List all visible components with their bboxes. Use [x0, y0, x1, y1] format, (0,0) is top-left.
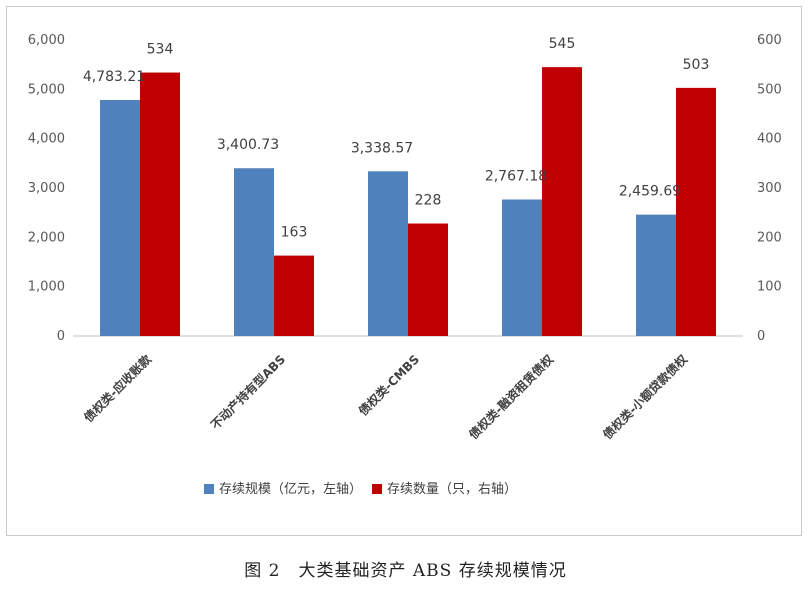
y-right-tick-label: 200 — [757, 230, 782, 245]
data-label-scale: 3,400.73 — [217, 137, 279, 153]
legend-label: 存续规模（亿元，左轴） — [219, 482, 362, 497]
y-right-tick-label: 400 — [757, 132, 782, 147]
data-label-scale: 2,767.18 — [485, 168, 547, 184]
bar-count — [274, 255, 314, 336]
y-left-tick-label: 3,000 — [28, 181, 65, 196]
bar-chart: 0 1,000 2,000 3,000 4,000 5,000 6,000 0 100 200 30… — [28, 33, 782, 497]
figure-caption: 图 2 大类基础资产 ABS 存续规模情况 — [244, 561, 567, 581]
bar-scale — [234, 168, 274, 336]
y-left-tick-label: 1,000 — [28, 280, 65, 295]
y-right-tick-label: 100 — [757, 280, 782, 295]
legend-swatch — [372, 484, 383, 494]
data-label-scale: 3,338.57 — [351, 140, 413, 156]
data-label-count: 228 — [415, 193, 442, 209]
data-label-count: 545 — [549, 36, 576, 52]
data-label-scale: 4,783.21 — [83, 69, 145, 85]
category-label: 债权类-应收账款 — [81, 351, 155, 425]
category-label: 债权类-融资租赁债权 — [466, 351, 557, 442]
y-left-tick-label: 2,000 — [28, 230, 65, 245]
category-label: 债权类-小额贷款债权 — [600, 351, 691, 442]
data-label-count: 503 — [683, 57, 710, 73]
y-left-tick-label: 0 — [57, 329, 65, 344]
chart-frame: 0 1,000 2,000 3,000 4,000 5,000 6,000 0 100 200 30… — [6, 6, 802, 536]
y-left-tick-label: 5,000 — [28, 82, 65, 97]
data-label-scale: 2,459.69 — [619, 184, 681, 200]
bar-count — [676, 87, 716, 336]
bar-count — [542, 67, 582, 336]
data-label-count: 534 — [147, 42, 174, 58]
y-right-tick-label: 0 — [757, 329, 765, 344]
bar-count — [408, 223, 448, 336]
bar-count — [140, 72, 180, 336]
y-left-tick-label: 4,000 — [28, 132, 65, 147]
y-right-tick-label: 600 — [757, 33, 782, 48]
bar-scale — [368, 171, 408, 336]
y-left-tick-label: 6,000 — [28, 33, 65, 48]
bar-scale — [502, 199, 542, 336]
category-label: 债权类-CMBS — [355, 352, 422, 419]
bar-scale — [100, 100, 140, 336]
category-label: 不动产持有型ABS — [207, 352, 288, 433]
y-right-tick-label: 500 — [757, 82, 782, 97]
legend-label: 存续数量（只，右轴） — [387, 482, 517, 497]
bar-scale — [636, 214, 676, 336]
legend-swatch — [204, 484, 214, 494]
data-label-count: 163 — [281, 225, 308, 241]
y-right-tick-label: 300 — [757, 181, 782, 196]
